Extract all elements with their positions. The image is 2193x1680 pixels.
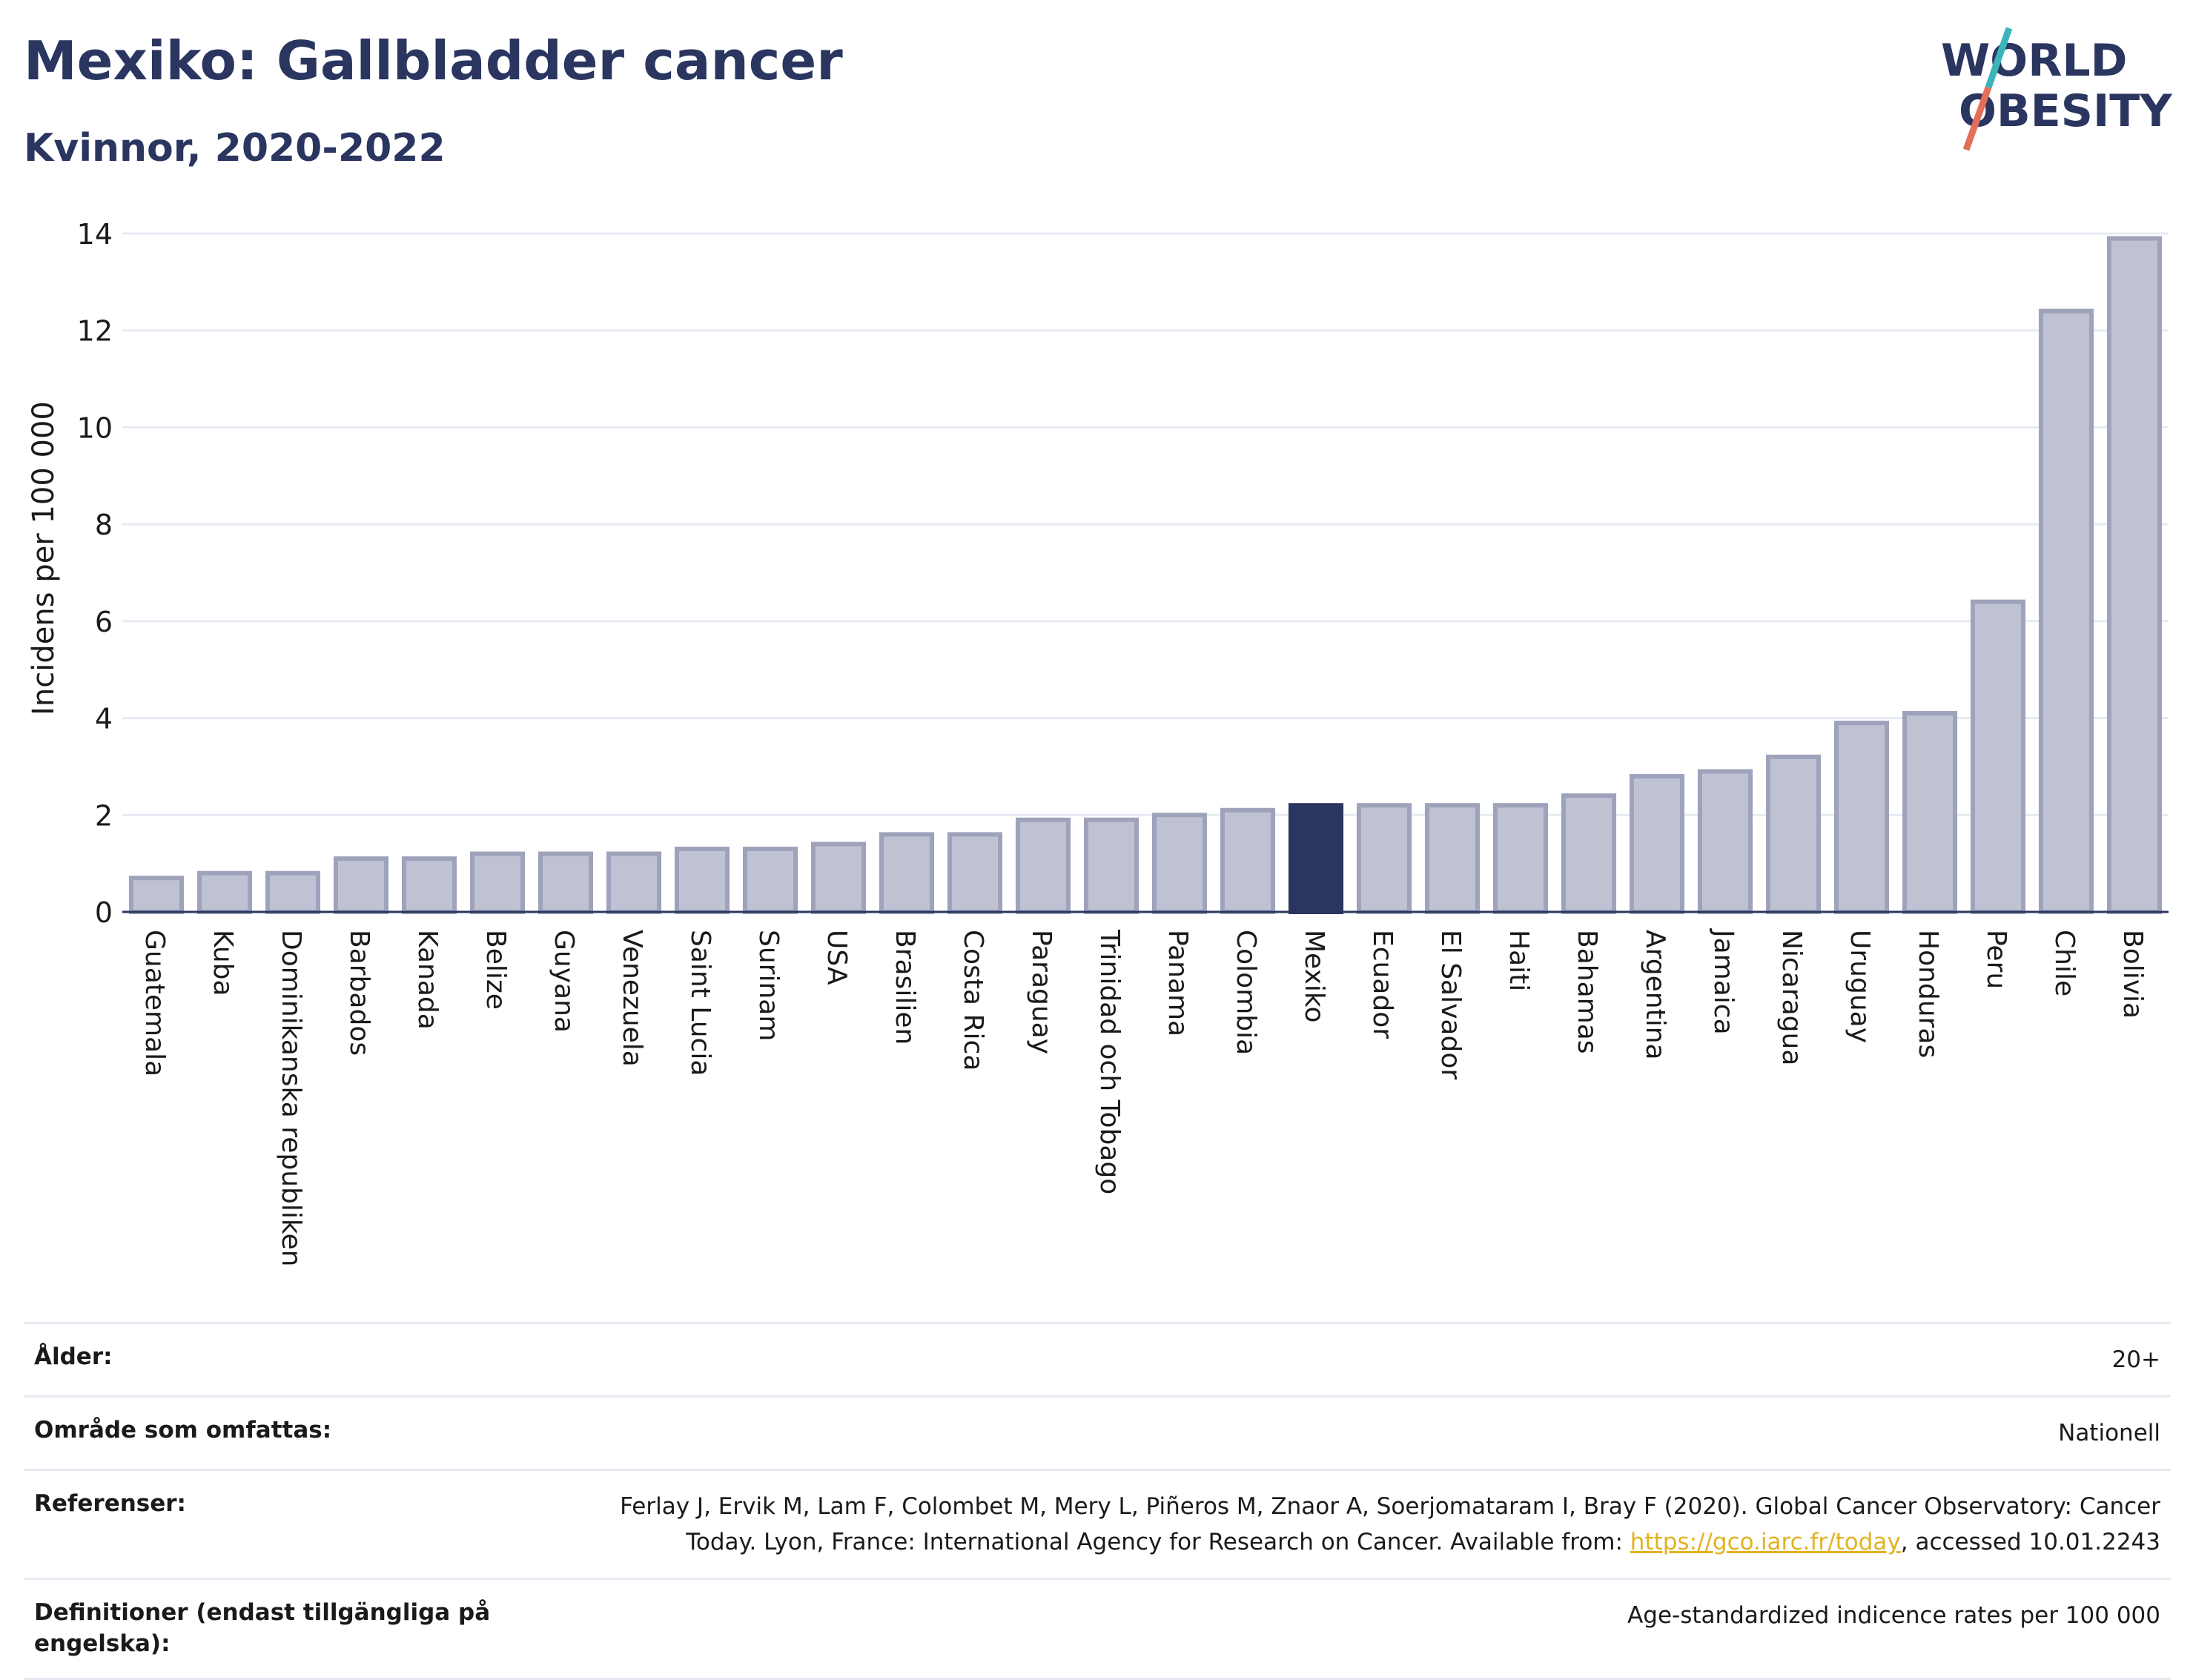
bars xyxy=(122,236,2169,915)
y-axis-ticks: 0 2 4 6 8 10 12 14 xyxy=(77,218,113,929)
chart-title: Mexiko: Gallbladder cancer xyxy=(24,30,843,92)
logo-slash-bottom xyxy=(1962,86,1992,151)
x-tick-label: Haiti xyxy=(1504,930,1534,991)
x-tick-label: Colombia xyxy=(1231,930,1261,1055)
bar-argentina xyxy=(1629,774,1685,914)
y-tick-label: 14 xyxy=(77,218,113,251)
x-axis-ticks: Guatemala Kuba Dominikanska republiken Barb… xyxy=(139,928,2148,1266)
logo-line-1: WORLD xyxy=(1941,35,2127,87)
footer-label-area: Område som omfattas: xyxy=(34,1417,332,1444)
bar-uruguay xyxy=(1833,721,1890,914)
bar-paraguay xyxy=(1015,817,1071,914)
x-tick-label: Brasilien xyxy=(890,930,920,1045)
bar-kuba xyxy=(196,870,253,915)
bar-mexiko xyxy=(1288,803,1344,915)
x-tick-label: Bahamas xyxy=(1572,930,1602,1054)
x-tick-label: USA xyxy=(821,930,852,985)
reference-accessed: , accessed 10.01.2243 xyxy=(1900,1529,2160,1556)
bar-saint-lucia xyxy=(674,847,730,914)
x-tick-label: Ecuador xyxy=(1367,930,1398,1039)
bar-venezuela xyxy=(606,851,662,914)
bar-kanada xyxy=(401,856,457,914)
bar-bahamas xyxy=(1561,793,1617,915)
grid-lines xyxy=(122,232,2169,816)
x-tick-label: Dominikanska republiken xyxy=(276,930,306,1266)
bar-trinidad-och-tobago xyxy=(1083,817,1140,914)
bar-dominikanska-republiken xyxy=(265,870,321,915)
x-tick-label: Trinidad och Tobago xyxy=(1094,929,1125,1194)
footer-label-references: Referenser: xyxy=(34,1490,186,1518)
x-tick-label: Nicaragua xyxy=(1776,930,1807,1065)
bar-colombia xyxy=(1220,807,1276,914)
x-tick-label: Chile xyxy=(2049,930,2080,996)
y-tick-label: 10 xyxy=(77,411,113,444)
x-tick-label: Barbados xyxy=(344,930,374,1056)
footer-label-age: Ålder: xyxy=(34,1343,113,1370)
bar-bolivia xyxy=(2106,236,2163,915)
y-tick-label: 4 xyxy=(95,703,113,735)
x-tick-label: Panama xyxy=(1162,930,1193,1036)
bar-barbados xyxy=(333,856,389,914)
bar-belize xyxy=(469,851,526,914)
bar-haiti xyxy=(1492,803,1549,915)
world-obesity-logo: WORLD OBESITY xyxy=(1941,27,2172,151)
y-axis-label: Incidens per 100 000 xyxy=(27,401,61,715)
x-tick-label: Bolivia xyxy=(2117,930,2148,1019)
x-tick-label: Jamaica xyxy=(1708,928,1739,1035)
y-tick-label: 12 xyxy=(77,315,113,348)
bar-chile xyxy=(2038,308,2094,915)
x-tick-label: Venezuela xyxy=(617,930,647,1067)
x-tick-label: Mexiko xyxy=(1299,930,1329,1022)
x-tick-label: Uruguay xyxy=(1845,930,1875,1043)
x-tick-label: Guyana xyxy=(549,930,579,1033)
footer-row-area: Område som omfattas: Nationell xyxy=(24,1395,2171,1469)
bar-brasilien xyxy=(879,832,935,915)
footer-value-references: Ferlay J, Ervik M, Lam F, Colombet M, Me… xyxy=(566,1489,2160,1560)
bar-honduras xyxy=(1902,711,1958,914)
y-tick-label: 0 xyxy=(95,896,113,929)
footer-row-references: Referenser: Ferlay J, Ervik M, Lam F, Co… xyxy=(24,1469,2171,1578)
y-tick-label: 2 xyxy=(95,799,113,832)
footer-table: Ålder: 20+ Område som omfattas: Nationel… xyxy=(24,1322,2171,1680)
footer-row-definitions: Definitioner (endast tillgängliga på eng… xyxy=(24,1578,2171,1680)
bar-peru xyxy=(1970,599,2026,914)
bar-surinam xyxy=(742,847,798,914)
x-tick-label: Honduras xyxy=(1913,930,1943,1058)
footer-row-age: Ålder: 20+ xyxy=(24,1322,2171,1395)
x-tick-label: Peru xyxy=(1981,930,2011,989)
bar-guatemala xyxy=(128,876,185,914)
footer-value-area: Nationell xyxy=(2058,1420,2160,1447)
x-tick-label: Paraguay xyxy=(1026,930,1056,1054)
reference-text: Ferlay J, Ervik M, Lam F, Colombet M, Me… xyxy=(620,1493,2160,1556)
x-tick-label: Surinam xyxy=(753,930,784,1041)
bar-el-salvador xyxy=(1424,803,1481,915)
bar-ecuador xyxy=(1356,803,1412,915)
footer-value-age: 20+ xyxy=(2111,1346,2160,1373)
reference-link[interactable]: https://gco.iarc.fr/today xyxy=(1630,1529,1901,1556)
y-tick-label: 6 xyxy=(95,606,113,638)
x-tick-label: Argentina xyxy=(1640,930,1670,1060)
bar-usa xyxy=(810,841,867,914)
x-tick-label: Kanada xyxy=(412,930,443,1030)
x-tick-label: Costa Rica xyxy=(958,930,988,1071)
bar-chart: 0 2 4 6 8 10 12 14 Guatemala Kuba Dominikanska re… xyxy=(27,218,2169,1266)
bar-jamaica xyxy=(1697,769,1753,915)
x-tick-label: Belize xyxy=(480,930,511,1010)
logo-line-2: OBESITY xyxy=(1959,85,2172,137)
bar-panama xyxy=(1151,813,1208,914)
y-tick-label: 8 xyxy=(95,509,113,541)
footer-value-definitions: Age-standardized indicence rates per 100… xyxy=(1627,1602,2160,1630)
bar-nicaragua xyxy=(1765,754,1822,914)
logo-slash-top xyxy=(1985,27,2013,89)
x-tick-label: El Salvador xyxy=(1435,930,1466,1079)
bar-guyana xyxy=(538,851,594,914)
x-tick-label: Guatemala xyxy=(139,930,170,1077)
bar-costa-rica xyxy=(947,832,1003,915)
chart-subtitle: Kvinnor, 2020-2022 xyxy=(24,126,446,171)
x-tick-label: Saint Lucia xyxy=(685,930,715,1076)
footer-label-definitions: Definitioner (endast tillgängliga på eng… xyxy=(34,1599,491,1658)
x-tick-label: Kuba xyxy=(208,930,238,996)
